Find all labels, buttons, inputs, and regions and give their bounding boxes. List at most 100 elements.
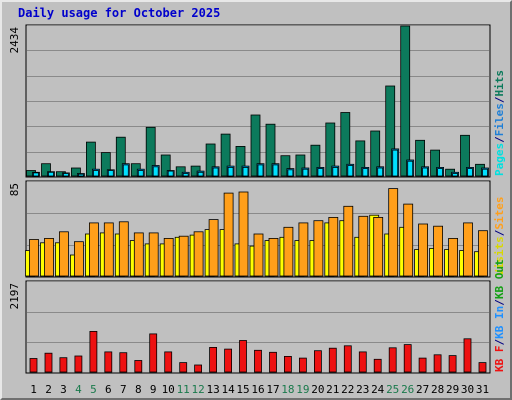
bar-kb-f-31 xyxy=(478,362,487,373)
bar-sites-12 xyxy=(193,231,204,277)
bar-pages-1 xyxy=(33,172,39,177)
bar-pages-10 xyxy=(167,170,174,177)
bar-pages-23 xyxy=(362,168,369,177)
bar-hits-15 xyxy=(235,145,246,177)
x-tick-label-3: 3 xyxy=(60,383,67,396)
bar-pages-26 xyxy=(407,160,414,177)
bar-hits-14 xyxy=(220,133,231,177)
bar-kb-f-10 xyxy=(164,351,173,373)
bar-hits-22 xyxy=(340,112,351,177)
bar-pages-19 xyxy=(302,168,309,177)
x-tick-label-17: 17 xyxy=(266,383,279,396)
x-tick-label-25: 25 xyxy=(386,383,399,396)
legend-item: / xyxy=(493,229,506,236)
x-tick-label-29: 29 xyxy=(446,383,459,396)
bar-hits-19 xyxy=(295,154,306,177)
bar-pages-30 xyxy=(467,168,473,177)
bar-kb-f-7 xyxy=(119,352,128,373)
bar-pages-13 xyxy=(212,167,219,177)
bar-sites-24 xyxy=(373,216,384,277)
bar-hits-23 xyxy=(355,140,366,177)
bar-sites-5 xyxy=(89,222,99,277)
bar-pages-28 xyxy=(437,168,444,177)
bar-sites-27 xyxy=(418,223,429,277)
bar-pages-6 xyxy=(107,170,114,177)
bar-sites-22 xyxy=(343,205,354,277)
x-tick-label-14: 14 xyxy=(221,383,235,396)
bar-kb-f-2 xyxy=(44,352,53,373)
bar-kb-f-16 xyxy=(254,349,262,373)
bar-kb-f-26 xyxy=(403,344,412,373)
bar-kb-f-12 xyxy=(194,364,203,373)
bar-hits-5 xyxy=(86,141,96,177)
bar-sites-16 xyxy=(253,233,264,277)
bar-pages-5 xyxy=(93,170,99,177)
bar-pages-24 xyxy=(377,167,384,177)
x-tick-label-9: 9 xyxy=(150,383,157,396)
bar-kb-f-14 xyxy=(224,348,233,373)
x-tick-label-16: 16 xyxy=(251,383,264,396)
bar-sites-31 xyxy=(478,230,488,277)
x-tick-label-7: 7 xyxy=(120,383,127,396)
x-tick-label-2: 2 xyxy=(45,383,52,396)
bar-hits-30 xyxy=(460,134,470,177)
panel-0-max-label: 2434 xyxy=(8,27,21,54)
x-tick-label-21: 21 xyxy=(326,383,339,396)
bar-sites-4 xyxy=(74,241,84,277)
bar-kb-f-6 xyxy=(104,351,113,373)
x-tick-label-22: 22 xyxy=(341,383,354,396)
panel-2-legend: KB F/KB In/KB Out xyxy=(493,259,506,372)
bar-pages-22 xyxy=(347,165,354,177)
bar-kb-f-4 xyxy=(74,355,83,373)
bar-pages-12 xyxy=(197,171,204,177)
x-tick-label-15: 15 xyxy=(236,383,249,396)
bar-kb-f-15 xyxy=(239,340,247,373)
x-tick-label-8: 8 xyxy=(135,383,142,396)
bar-sites-19 xyxy=(298,222,309,277)
legend-item: Pages xyxy=(493,143,506,176)
bar-sites-18 xyxy=(283,226,294,277)
bar-hits-2 xyxy=(41,163,51,177)
bar-pages-2 xyxy=(48,171,54,177)
bar-kb-f-20 xyxy=(313,350,322,373)
x-tick-label-4: 4 xyxy=(75,383,82,396)
x-tick-label-10: 10 xyxy=(162,383,175,396)
legend-item: KB In xyxy=(493,306,506,339)
bar-pages-11 xyxy=(182,173,189,177)
bar-sites-14 xyxy=(223,192,234,277)
bar-hits-25 xyxy=(385,85,396,177)
bar-kb-f-22 xyxy=(343,345,352,373)
legend-item: Files xyxy=(493,103,506,136)
x-tick-label-1: 1 xyxy=(30,383,37,396)
bar-sites-9 xyxy=(148,232,159,277)
bar-hits-24 xyxy=(370,130,381,177)
bar-pages-18 xyxy=(287,169,294,177)
bar-sites-21 xyxy=(328,216,339,277)
bar-hits-9 xyxy=(145,126,156,177)
bar-kb-f-29 xyxy=(448,355,457,373)
panel-1-max-label: 85 xyxy=(8,183,21,196)
bar-hits-18 xyxy=(280,155,291,177)
bar-sites-3 xyxy=(59,231,69,277)
bar-hits-26 xyxy=(400,25,411,177)
bar-sites-23 xyxy=(358,215,369,277)
bar-pages-8 xyxy=(137,170,144,177)
panel-0-legend: Pages/Files/Hits xyxy=(493,70,506,176)
bar-pages-31 xyxy=(482,168,488,177)
bar-sites-29 xyxy=(448,237,459,277)
bar-hits-28 xyxy=(430,149,441,177)
x-tick-label-24: 24 xyxy=(371,383,385,396)
legend-item: / xyxy=(493,339,506,346)
bar-sites-8 xyxy=(133,232,144,277)
bar-sites-6 xyxy=(103,222,114,277)
bar-sites-20 xyxy=(313,220,324,277)
legend-item: / xyxy=(493,299,506,306)
bar-hits-11 xyxy=(175,166,186,177)
bar-pages-7 xyxy=(122,164,129,177)
panel-2-max-label: 2197 xyxy=(8,283,21,310)
bar-hits-6 xyxy=(100,152,111,177)
bar-sites-15 xyxy=(238,191,249,277)
x-tick-label-26: 26 xyxy=(401,383,414,396)
bar-sites-28 xyxy=(433,225,444,277)
